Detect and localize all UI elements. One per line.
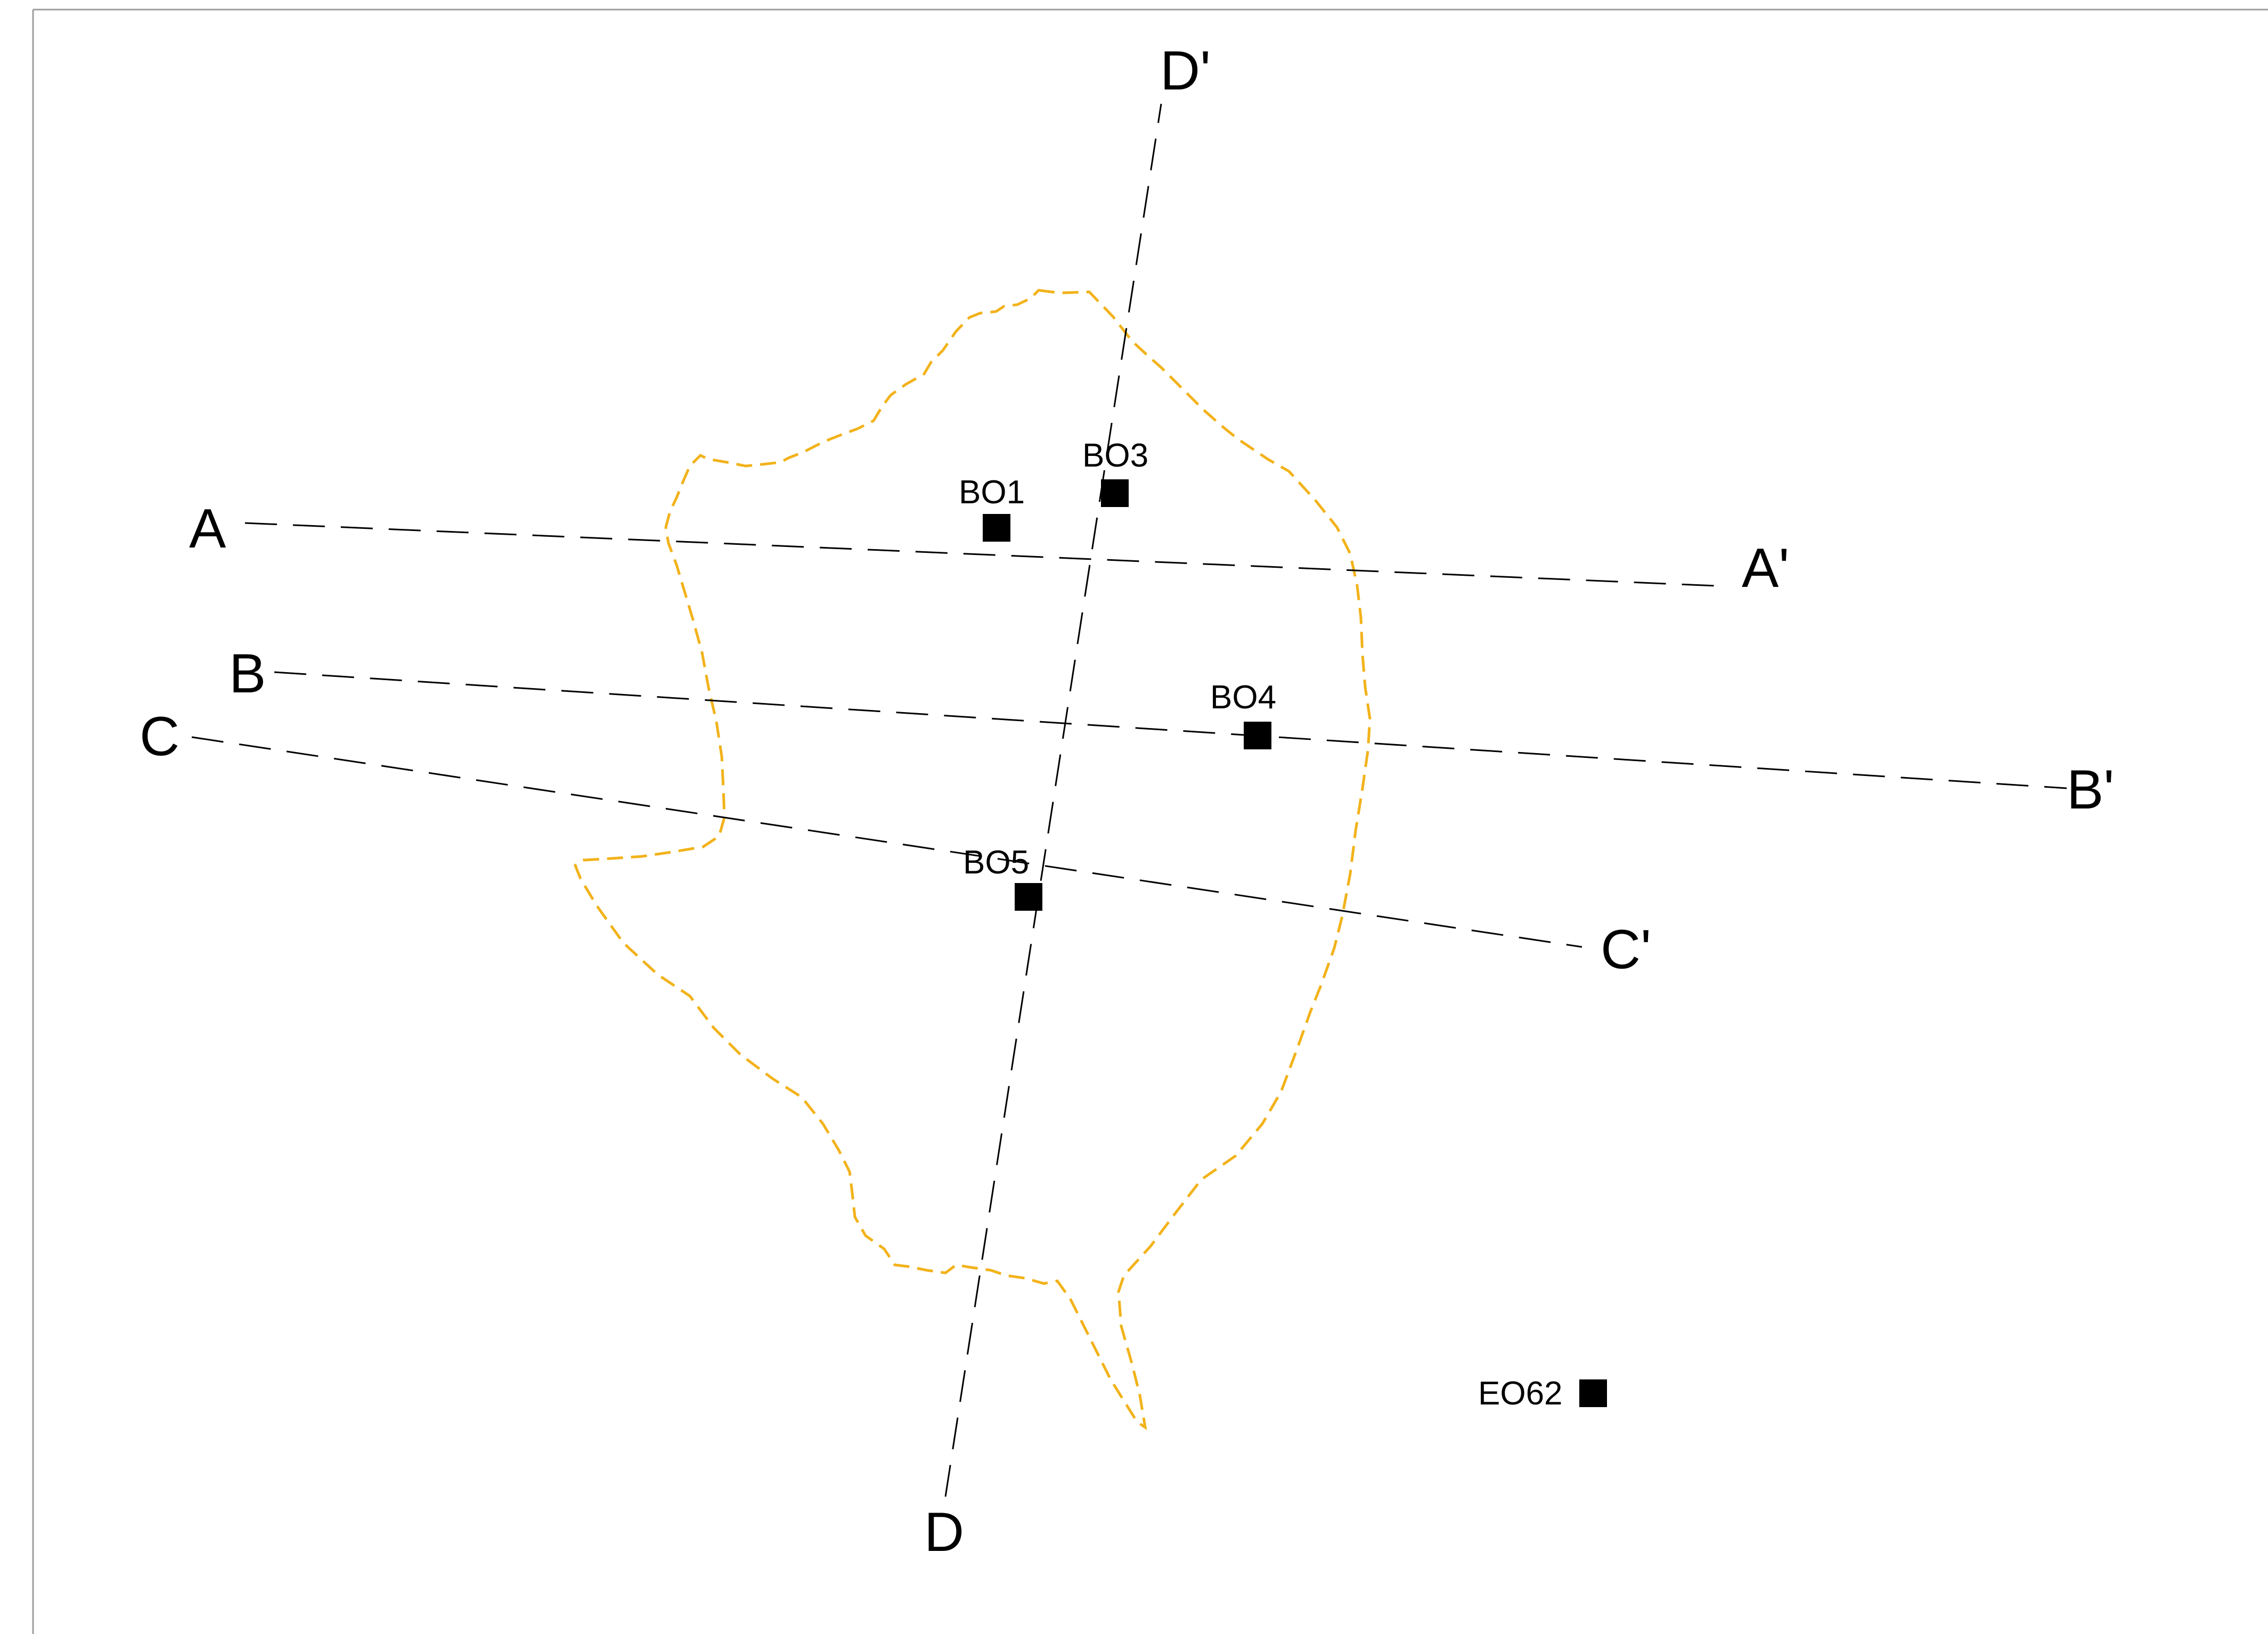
study-area-boundary [573,289,1372,1431]
section-line-a [244,522,1717,587]
borehole-label: BO4 [1210,679,1276,716]
borehole-marker [1244,722,1271,749]
section-line-d [944,103,1162,1497]
section-c-start-label: C [140,706,180,767]
section-b-end-label: B' [2067,759,2114,821]
borehole-marker [983,514,1010,542]
section-c-end-label: C' [1601,919,1651,981]
borehole-label: EO62 [1478,1375,1563,1412]
borehole-label: BO1 [959,474,1025,511]
borehole-bo5: BO5 [963,844,1042,911]
borehole-bo4: BO4 [1210,679,1276,749]
section-b-start-label: B [229,643,266,705]
borehole-marker [1579,1379,1607,1407]
section-a-start-label: A [189,498,226,560]
section-d-start-label: D [924,1501,964,1563]
borehole-bo1: BO1 [959,474,1025,542]
borehole-marker [1101,479,1129,507]
borehole-eo62: EO62 [1478,1375,1607,1412]
borehole-label: BO5 [963,844,1029,881]
borehole-label: BO3 [1082,437,1148,474]
section-d-end-label: D' [1160,40,1211,102]
borehole-bo3: BO3 [1082,437,1148,507]
section-line-c [191,736,1582,948]
section-line-b [274,671,2067,789]
section-a-end-label: A' [1742,537,1789,599]
borehole-marker [1015,883,1042,911]
